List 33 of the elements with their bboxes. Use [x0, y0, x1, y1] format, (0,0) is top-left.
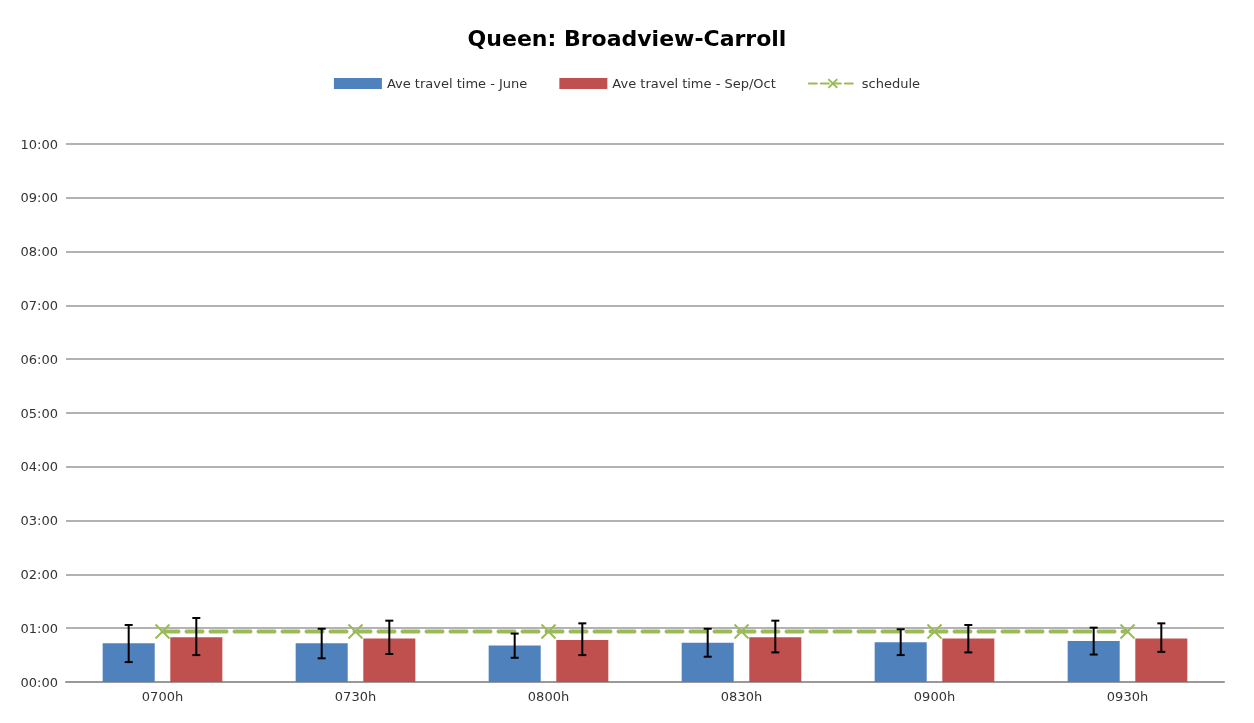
y-tick-label: 02:00 — [20, 566, 58, 582]
y-tick-label: 07:00 — [20, 297, 58, 313]
x-tick-label: 0800h — [527, 689, 570, 704]
bar — [295, 643, 348, 682]
y-tick-label: 05:00 — [20, 405, 58, 421]
bar — [681, 642, 734, 682]
bar — [488, 645, 541, 682]
chart-title: Queen: Broadview-Carroll — [467, 25, 787, 51]
bar — [102, 643, 155, 682]
bar — [1135, 638, 1188, 682]
x-tick-label: 0700h — [141, 689, 184, 704]
x-tick-label: 0730h — [334, 689, 377, 704]
y-tick-label: 06:00 — [20, 351, 58, 367]
bar — [1067, 641, 1120, 682]
x-tick-label: 0900h — [913, 689, 956, 704]
legend-label: schedule — [861, 76, 921, 91]
y-tick-label: 09:00 — [20, 190, 58, 206]
y-tick-label: 03:00 — [20, 513, 58, 529]
y-tick-label: 10:00 — [20, 136, 58, 152]
legend-label: Ave travel time - June — [386, 76, 528, 91]
bar — [170, 637, 223, 682]
y-tick-label: 04:00 — [20, 459, 58, 475]
bar — [363, 638, 416, 682]
y-tick-label: 01:00 — [20, 620, 58, 636]
bar — [874, 642, 927, 682]
x-tick-label: 0830h — [720, 689, 763, 704]
legend-label: Ave travel time - Sep/Oct — [612, 76, 776, 91]
bar — [942, 638, 995, 682]
y-tick-label: 08:00 — [20, 244, 58, 260]
x-tick-label: 0930h — [1106, 689, 1149, 704]
y-tick-label: 00:00 — [20, 674, 58, 690]
bar — [556, 640, 609, 682]
bar — [749, 637, 802, 682]
